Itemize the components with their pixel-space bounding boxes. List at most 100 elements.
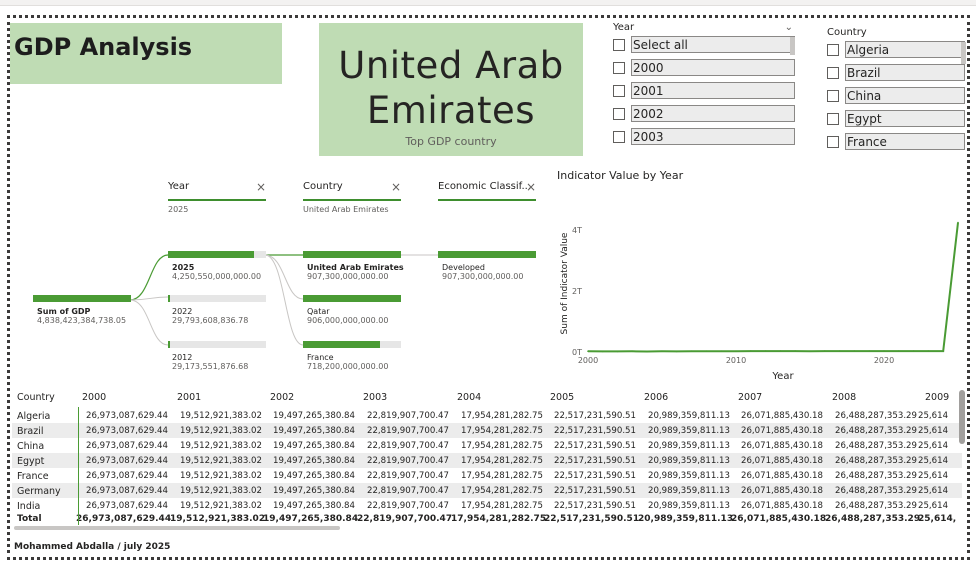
matrix-column-header[interactable]: 2005 — [550, 392, 575, 403]
checkbox[interactable] — [827, 136, 839, 148]
year-slicer-item[interactable]: 2000 — [613, 59, 795, 82]
country-slicer-title: Country — [827, 27, 867, 38]
matrix-column-header[interactable]: 2008 — [832, 392, 857, 403]
checkbox[interactable] — [613, 62, 625, 74]
country-slicer-item[interactable]: Brazil — [827, 64, 965, 87]
table-row[interactable]: Algeria 26,973,087,629.44 19,512,921,383.0… — [12, 408, 962, 423]
matrix-value-cell: 19,512,921,383.02 — [179, 456, 262, 466]
matrix-value-cell: 22,517,231,590.51 — [553, 471, 636, 481]
decomp-node-track — [168, 295, 266, 302]
data-point — [912, 350, 915, 352]
matrix-divider — [78, 407, 79, 525]
connector-root-2025 — [129, 254, 169, 301]
matrix-value-cell: 26,488,287,353.29 — [834, 426, 917, 436]
year-slicer-item-label: 2003 — [631, 128, 795, 145]
data-point — [661, 350, 663, 353]
year-slicer-item[interactable]: 2003 — [613, 128, 795, 151]
country-slicer-item[interactable]: France — [827, 133, 965, 156]
data-point — [853, 350, 856, 352]
year-slicer-item[interactable]: 2002 — [613, 105, 795, 128]
matrix-value-cell: 22,819,907,700.47 — [366, 486, 449, 496]
top-country-caption: Top GDP country — [405, 135, 497, 148]
matrix-country-cell: India — [17, 501, 41, 512]
data-point — [587, 350, 589, 352]
matrix-value-cell: 22,819,907,700.47 — [366, 441, 449, 451]
data-point — [735, 350, 737, 352]
country-slicer-item[interactable]: Algeria — [827, 41, 965, 64]
top-bar — [0, 0, 976, 6]
data-point — [646, 350, 648, 353]
matrix-column-header[interactable]: 2007 — [738, 392, 763, 403]
close-icon[interactable]: × — [255, 180, 266, 194]
matrix-vertical-scrollbar[interactable] — [959, 390, 965, 444]
data-point — [779, 350, 782, 352]
matrix-value-cell: 22,517,231,590.51 — [553, 426, 636, 436]
decomp-level-header[interactable]: Year × 2025 — [168, 180, 266, 214]
year-slicer-scrollbar[interactable] — [790, 37, 795, 55]
country-slicer-item[interactable]: Egypt — [827, 110, 965, 133]
decomp-node-bar — [303, 295, 401, 302]
matrix-value-cell: 25,614 — [918, 501, 949, 511]
table-row[interactable]: India 26,973,087,629.44 19,512,921,383.02 1… — [12, 498, 962, 513]
top-country-card: United Arab Emirates Top GDP country — [319, 23, 583, 156]
checkbox[interactable] — [827, 113, 839, 125]
decomp-level-header[interactable]: Country × United Arab Emirates — [303, 180, 401, 214]
year-slicer[interactable]: Year ⌄ Select all 2000 2001 2002 2003 — [613, 20, 795, 151]
y-tick-label: 4T — [572, 226, 582, 235]
matrix-country-cell: Brazil — [17, 426, 44, 437]
table-row[interactable]: France 26,973,087,629.44 19,512,921,383.02… — [12, 468, 962, 483]
matrix-column-header[interactable]: 2009 — [925, 392, 950, 403]
gdp-matrix: Country 2000 2001 2002 2003 2004 2005 2006 2007… — [12, 389, 962, 527]
table-row[interactable]: Germany 26,973,087,629.44 19,512,921,383.0… — [12, 483, 962, 498]
matrix-value-cell: 26,973,087,629.44 — [85, 471, 168, 481]
matrix-value-cell: 25,614 — [918, 486, 949, 496]
checkbox[interactable] — [613, 85, 625, 97]
country-slicer-scrollbar[interactable] — [961, 42, 966, 64]
chevron-down-icon[interactable]: ⌄ — [784, 22, 793, 33]
table-row[interactable]: Brazil 26,973,087,629.44 19,512,921,383.02… — [12, 423, 962, 438]
decomp-level-selected: 2025 — [168, 205, 189, 214]
decomp-level-header[interactable]: Economic Classif... × — [438, 181, 536, 211]
matrix-column-header[interactable]: 2002 — [270, 392, 295, 403]
matrix-column-header[interactable]: 2000 — [82, 392, 107, 403]
matrix-row-header[interactable]: Country — [17, 392, 55, 403]
close-icon[interactable]: × — [525, 180, 536, 194]
year-slicer-item[interactable]: 2001 — [613, 82, 795, 105]
matrix-country-cell: Egypt — [17, 456, 45, 467]
country-slicer-item[interactable]: China — [827, 87, 965, 110]
checkbox[interactable] — [613, 131, 625, 143]
series-line — [587, 222, 959, 353]
matrix-total-cell: 26,973,087,629.44 — [76, 514, 172, 524]
decomp-node-label: 2012 — [172, 353, 193, 362]
decomp-level-underline — [168, 199, 266, 201]
matrix-column-header[interactable]: 2004 — [457, 392, 482, 403]
matrix-total-cell: 22,819,907,700.47 — [357, 514, 453, 524]
matrix-column-header[interactable]: 2006 — [644, 392, 669, 403]
connector-root-2022 — [129, 296, 169, 301]
matrix-value-cell: 25,614 — [918, 411, 949, 421]
checkbox[interactable] — [827, 44, 839, 56]
matrix-total-cell: 19,497,265,380.84 — [263, 514, 359, 524]
matrix-value-cell: 26,488,287,353.29 — [834, 501, 917, 511]
matrix-value-cell: 17,954,281,282.75 — [460, 411, 543, 421]
year-slicer-item[interactable]: Select all — [613, 36, 795, 59]
country-slicer[interactable]: Country Algeria Brazil China Egypt France — [827, 25, 965, 156]
matrix-total-cell: 25,614, — [918, 514, 957, 524]
matrix-horizontal-scrollbar[interactable] — [14, 526, 340, 530]
matrix-column-header[interactable]: 2001 — [177, 392, 202, 403]
close-icon[interactable]: × — [390, 180, 401, 194]
checkbox[interactable] — [827, 67, 839, 79]
matrix-value-cell: 17,954,281,282.75 — [460, 501, 543, 511]
y-tick-label: 0T — [572, 348, 582, 357]
matrix-value-cell: 26,973,087,629.44 — [85, 501, 168, 511]
table-row[interactable]: China 26,973,087,629.44 19,512,921,383.02 1… — [12, 438, 962, 453]
year-slicer-header: Year ⌄ — [613, 20, 795, 36]
matrix-column-header[interactable]: 2003 — [363, 392, 388, 403]
decomp-node-bar — [168, 341, 170, 348]
checkbox[interactable] — [613, 39, 625, 51]
decomp-level-underline — [303, 199, 401, 201]
checkbox[interactable] — [827, 90, 839, 102]
checkbox[interactable] — [613, 108, 625, 120]
table-row[interactable]: Egypt 26,973,087,629.44 19,512,921,383.02 1… — [12, 453, 962, 468]
chart-title: Indicator Value by Year — [557, 169, 684, 182]
